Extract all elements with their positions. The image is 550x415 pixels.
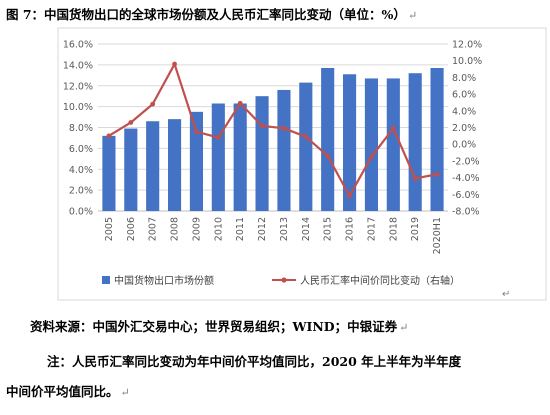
fx-change-line <box>108 62 438 198</box>
left-tick-label: 10.0% <box>63 102 93 113</box>
bar <box>321 68 335 211</box>
x-tick-label: 2008 <box>170 217 181 241</box>
bar <box>386 78 400 211</box>
bar <box>299 82 313 212</box>
x-tick-label: 2014 <box>301 217 312 241</box>
line-point <box>369 154 374 160</box>
bar <box>255 96 269 211</box>
x-tick-label: 2006 <box>126 217 137 241</box>
x-tick-label: 2013 <box>279 217 290 241</box>
left-tick-label: 0.0% <box>69 207 93 218</box>
right-tick-label: 2.0% <box>452 123 476 134</box>
bar <box>343 74 357 211</box>
left-tick-label: 6.0% <box>69 144 93 155</box>
line-series <box>106 61 440 199</box>
legend-line-marker <box>281 277 287 283</box>
bar <box>189 111 203 211</box>
figure-title: 图 7：中国货物出口的全球市场份额及人民币汇率同比变动（单位：%） ↵ <box>6 7 418 22</box>
line-point <box>325 153 331 159</box>
x-tick-label: 2007 <box>148 217 159 241</box>
right-tick-label: 0.0% <box>452 140 476 151</box>
footnote-line-1: 注：人民币汇率同比变动为年中间价平均值同比，2020 年上半年为半年度 <box>47 354 462 369</box>
x-tick-label: 2019 <box>410 217 421 241</box>
line-point <box>303 134 309 140</box>
x-tick-label: 2010 <box>213 217 224 241</box>
right-tick-label: -4.0% <box>452 173 480 184</box>
left-axis-ticks: 0.0% 2.0% 4.0% 6.0% 8.0% 10.0% 12.0% 14.0% 16.0% <box>63 40 93 218</box>
bar <box>364 78 378 211</box>
right-axis-ticks: -8.0% -6.0% -4.0% -2.0% 0.0% 2.0% 4.0% 6.0% 8.0%… <box>452 40 482 218</box>
bar-series <box>102 68 444 212</box>
x-tick-label: 2009 <box>191 217 202 241</box>
left-tick-label: 12.0% <box>63 81 93 92</box>
x-tick-label: 2020H1 <box>432 217 443 254</box>
line-point <box>215 135 221 140</box>
right-tick-label: -8.0% <box>452 207 480 218</box>
x-tick-label: 2011 <box>235 217 246 241</box>
line-point <box>412 176 418 181</box>
line-point <box>347 193 352 199</box>
left-tick-label: 4.0% <box>69 165 93 176</box>
left-tick-label: 16.0% <box>63 40 93 51</box>
line-point <box>434 171 440 177</box>
right-tick-label: 10.0% <box>452 56 482 67</box>
footnote-line-2: 中间价平均值同比。 ↵ <box>6 384 130 399</box>
right-tick-label: 4.0% <box>452 106 476 117</box>
right-tick-label: 6.0% <box>452 90 476 101</box>
right-tick-label: 12.0% <box>452 40 482 51</box>
line-point <box>128 120 134 125</box>
legend: 中国货物出口市场份额 人民币汇率中间价同比变动（右轴） ↵ <box>102 274 510 300</box>
x-tick-label: 2012 <box>257 217 268 241</box>
legend-return-mark: ↵ <box>502 289 510 300</box>
left-tick-label: 2.0% <box>69 186 93 197</box>
right-tick-label: -6.0% <box>452 190 480 201</box>
line-point <box>390 125 396 131</box>
legend-line-label: 人民币汇率中间价同比变动（右轴） <box>300 274 460 287</box>
legend-bar-label: 中国货物出口市场份额 <box>114 274 214 287</box>
bar <box>430 68 444 211</box>
bar <box>408 73 422 211</box>
x-tick-label: 2017 <box>366 217 377 241</box>
chart-frame <box>57 27 547 301</box>
right-tick-label: -2.0% <box>452 156 480 167</box>
line-point <box>150 101 156 107</box>
legend-bar-swatch <box>102 276 110 284</box>
source-note: 资料来源：中国外汇交易中心；世界贸易组织；WIND；中银证券 ↵ <box>30 319 409 334</box>
line-point <box>281 125 287 131</box>
bar <box>146 121 160 211</box>
line-point <box>194 129 199 135</box>
x-tick-label: 2005 <box>104 217 115 241</box>
bar <box>168 119 182 211</box>
x-axis-ticks: 2005 2006 2007 2008 2009 2010 2011 2012 2013 2014… <box>104 217 443 254</box>
bar <box>233 103 247 211</box>
left-tick-label: 14.0% <box>63 60 93 71</box>
x-tick-label: 2016 <box>345 217 356 241</box>
bar <box>277 89 291 211</box>
bar <box>102 135 116 211</box>
bar <box>124 128 138 211</box>
x-tick-label: 2018 <box>388 217 399 241</box>
bar <box>211 103 225 211</box>
right-tick-label: 8.0% <box>452 73 476 84</box>
line-point <box>172 61 177 67</box>
line-point <box>106 133 112 139</box>
left-tick-label: 8.0% <box>69 123 93 134</box>
line-point <box>259 123 265 129</box>
line-point <box>237 100 243 106</box>
x-tick-label: 2015 <box>323 217 334 241</box>
